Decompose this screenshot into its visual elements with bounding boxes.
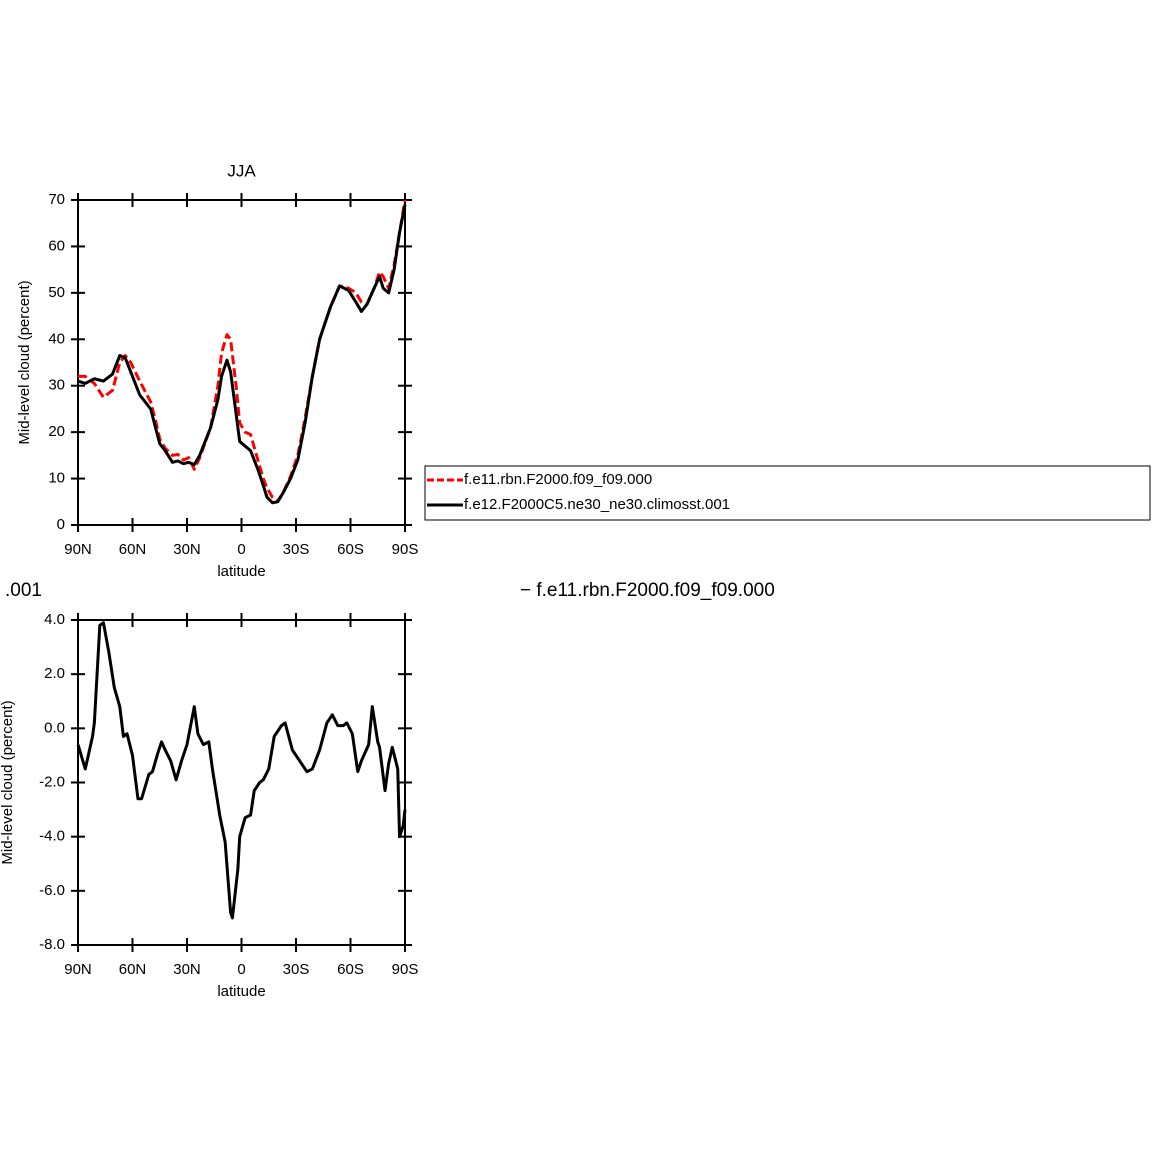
y-tick-label: 20 bbox=[48, 423, 65, 440]
y-tick-label: 10 bbox=[48, 470, 65, 487]
y-tick-label: -4.0 bbox=[39, 828, 65, 845]
x-tick-label: 30N bbox=[173, 961, 201, 978]
y-tick-label: 2.0 bbox=[44, 665, 65, 682]
x-tick-label: 0 bbox=[237, 961, 245, 978]
x-tick-label: 60S bbox=[337, 961, 364, 978]
series-line bbox=[76, 621, 407, 920]
y-tick-label: 50 bbox=[48, 284, 65, 301]
legend-label: f.e11.rbn.F2000.f09_f09.000 bbox=[464, 471, 652, 488]
plot-frame bbox=[77, 199, 406, 526]
y-tick-label: 0.0 bbox=[44, 719, 65, 736]
chart-title: JJA bbox=[227, 161, 256, 180]
y-axis-label: Mid-level cloud (percent) bbox=[16, 280, 33, 444]
y-tick-label: -6.0 bbox=[39, 882, 65, 899]
y-tick-label: -2.0 bbox=[39, 773, 65, 790]
x-tick-label: 30S bbox=[283, 961, 310, 978]
y-tick-label: 0 bbox=[57, 516, 65, 533]
x-tick-label: 30N bbox=[173, 541, 201, 558]
x-axis-label: latitude bbox=[217, 563, 265, 580]
y-tick-label: 30 bbox=[48, 377, 65, 394]
x-tick-label: 0 bbox=[237, 541, 245, 558]
y-tick-label: 4.0 bbox=[44, 611, 65, 628]
x-tick-label: 60N bbox=[119, 961, 147, 978]
y-tick-label: 60 bbox=[48, 237, 65, 254]
x-tick-label: 90S bbox=[392, 961, 419, 978]
x-tick-label: 60S bbox=[337, 541, 364, 558]
legend-label: f.e12.F2000C5.ne30_ne30.climosst.001 bbox=[464, 496, 730, 513]
y-axis-label: Mid-level cloud (percent) bbox=[0, 700, 16, 864]
y-tick-label: -8.0 bbox=[39, 936, 65, 953]
plot-frame bbox=[77, 619, 406, 946]
x-tick-label: 30S bbox=[283, 541, 310, 558]
y-tick-label: 70 bbox=[48, 191, 65, 208]
x-axis-label: latitude bbox=[217, 983, 265, 1000]
x-tick-label: 90N bbox=[64, 541, 92, 558]
x-tick-label: 90S bbox=[392, 541, 419, 558]
x-tick-label: 90N bbox=[64, 961, 92, 978]
series-line bbox=[77, 204, 407, 505]
series-line bbox=[78, 199, 407, 503]
annotation: − f.e11.rbn.F2000.f09_f09.000 bbox=[520, 580, 775, 601]
annotation: .001 bbox=[5, 580, 42, 601]
legend-box bbox=[424, 465, 1151, 521]
x-tick-label: 60N bbox=[119, 541, 147, 558]
y-tick-label: 40 bbox=[48, 330, 65, 347]
